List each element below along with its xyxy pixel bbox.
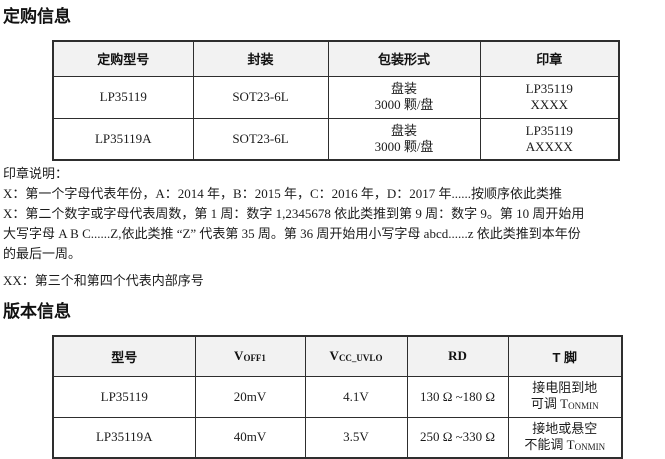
table-row: LP35119A 40mV 3.5V 250 Ω ~330 Ω 接地或悬空 不能… <box>52 416 623 459</box>
note-line-week-3: 的最后一周。 <box>3 246 82 261</box>
t-pin-text: 不能调 T <box>524 436 575 452</box>
table-row: LP35119 SOT23-6L 盘装 3000 颗/盘 LP35119 XXX… <box>52 75 620 119</box>
order-header-model: 定购型号 <box>52 40 194 77</box>
marking-line-1: LP35119 <box>525 122 573 138</box>
packing-line-2: 3000 颗/盘 <box>374 97 434 112</box>
marking-line-2: AXXXX <box>525 138 573 154</box>
note-line-serial: XX：第三个和第四个代表内部序号 <box>3 273 204 288</box>
vcc-uvlo-subscript: CC_UVLO <box>338 353 383 364</box>
cell-packing: 盘装 3000 颗/盘 <box>327 75 481 119</box>
version-header-model: 型号 <box>52 335 196 377</box>
cell-voff1: 40mV <box>194 416 306 459</box>
cell-model: LP35119 <box>52 375 196 418</box>
order-header-marking: 印章 <box>479 40 620 77</box>
order-header-package: 封装 <box>192 40 329 77</box>
tonmin-subscript: ONMIN <box>574 441 606 452</box>
cell-rd: 250 Ω ~330 Ω <box>406 416 509 459</box>
cell-marking: LP35119 AXXXX <box>479 117 620 161</box>
packing-line-2: 3000 颗/盘 <box>374 138 434 154</box>
order-info-title: 定购信息 <box>3 7 71 26</box>
voff1-symbol: V <box>234 348 244 364</box>
cell-rd: 130 Ω ~180 Ω <box>406 375 509 418</box>
rd-symbol: RD <box>448 348 467 364</box>
marking-notes: 印章说明： X：第一个字母代表年份，A：2014 年，B：2015 年，C：20… <box>3 164 665 291</box>
cell-vcc-uvlo: 3.5V <box>304 416 408 459</box>
marking-line-1: LP35119 <box>525 81 573 96</box>
version-info-title: 版本信息 <box>3 302 71 321</box>
packing-line-1: 盘装 <box>390 81 417 96</box>
cell-packing: 盘装 3000 颗/盘 <box>327 117 481 161</box>
cell-package: SOT23-6L <box>192 117 329 161</box>
version-table-header-row: 型号 VOFF1 VCC_UVLO RD T 脚 <box>52 335 623 377</box>
version-header-t-pin: T 脚 <box>507 335 623 377</box>
t-pin-line-1: 接电阻到地 <box>532 380 598 395</box>
t-pin-line-2: 不能调 TONMIN <box>511 437 620 454</box>
version-header-rd: RD <box>406 335 509 377</box>
cell-voff1: 20mV <box>194 375 306 418</box>
voff1-subscript: OFF1 <box>243 353 266 364</box>
version-header-voff1: VOFF1 <box>194 335 306 377</box>
order-header-packing: 包装形式 <box>327 40 481 77</box>
table-row: LP35119 20mV 4.1V 130 Ω ~180 Ω 接电阻到地 可调 … <box>52 375 623 418</box>
order-table-header-row: 定购型号 封装 包装形式 印章 <box>52 40 620 77</box>
table-row: LP35119A SOT23-6L 盘装 3000 颗/盘 LP35119 AX… <box>52 117 620 161</box>
order-info-table: 定购型号 封装 包装形式 印章 LP35119 SOT23-6L 盘装 3000… <box>52 40 620 161</box>
t-pin-line-2: 可调 TONMIN <box>511 396 620 413</box>
cell-model: LP35119A <box>52 117 194 161</box>
note-line-week-1: X：第二个数字或字母代表周数，第 1 周：数字 1,2345678 依此类推到第… <box>3 206 585 221</box>
cell-t-pin: 接地或悬空 不能调 TONMIN <box>507 416 623 459</box>
t-pin-line-1: 接地或悬空 <box>532 420 598 436</box>
packing-line-1: 盘装 <box>390 122 417 138</box>
cell-t-pin: 接电阻到地 可调 TONMIN <box>507 375 623 418</box>
note-line-year: X：第一个字母代表年份，A：2014 年，B：2015 年，C：2016 年，D… <box>3 186 563 201</box>
cell-package: SOT23-6L <box>192 75 329 119</box>
version-header-vcc-uvlo: VCC_UVLO <box>304 335 408 377</box>
cell-model: LP35119A <box>52 416 196 459</box>
t-pin-text: 可调 T <box>530 396 569 411</box>
vcc-uvlo-symbol: V <box>329 348 339 364</box>
version-info-table: 型号 VOFF1 VCC_UVLO RD T 脚 LP35119 20mV 4.… <box>52 335 623 459</box>
cell-vcc-uvlo: 4.1V <box>304 375 408 418</box>
marking-line-2: XXXX <box>530 97 569 112</box>
note-line-week-2: 大写字母 A B C......Z,依此类推 “Z” 代表第 35 周。第 36… <box>3 226 581 241</box>
tonmin-subscript: ONMIN <box>568 401 599 411</box>
cell-marking: LP35119 XXXX <box>479 75 620 119</box>
cell-model: LP35119 <box>52 75 194 119</box>
marking-note-title: 印章说明： <box>3 166 69 181</box>
